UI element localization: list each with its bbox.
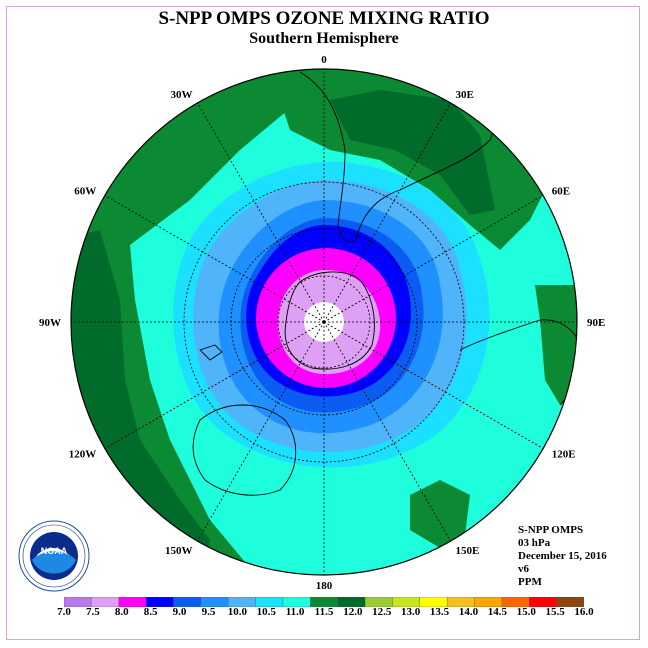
colorbar-tick-label: 11.5: [314, 606, 334, 618]
colorbar-swatch: [556, 597, 584, 607]
longitude-label: 30E: [456, 89, 474, 101]
colorbar-tick-label: 9.0: [172, 606, 187, 618]
info-level: 03 hPa: [518, 537, 551, 549]
ozone-field: [71, 69, 577, 575]
colorbar-tick-label: 15.5: [545, 606, 565, 618]
coastline-antarctica: [284, 271, 375, 370]
longitude-label: 60W: [74, 186, 96, 198]
longitude-label: 90W: [39, 317, 61, 329]
longitude-label: 180: [316, 580, 333, 592]
coastlines: [192, 71, 577, 496]
map-title: S-NPP OMPS OZONE MIXING RATIO: [158, 8, 490, 29]
info-date: December 15, 2016: [518, 550, 607, 562]
noaa-logo: NOAA: [18, 520, 90, 592]
colorbar-tick-label: 7.0: [57, 606, 71, 618]
longitude-label: 120E: [552, 449, 576, 461]
graticule: [71, 69, 577, 575]
longitude-label: 120W: [69, 449, 97, 461]
colorbar-tick-label: 16.0: [574, 606, 594, 618]
info-version: v6: [518, 563, 529, 575]
logo-lettering: NOAA: [41, 546, 68, 556]
colorbar-tick-label: 8.0: [114, 606, 129, 618]
colorbar-tick-label: 15.0: [516, 606, 536, 618]
coastline-new-zealand: [199, 344, 223, 361]
longitude-label: 90E: [587, 317, 605, 329]
longitude-label: 0: [321, 54, 327, 66]
colorbar-tick-label: 10.0: [227, 606, 247, 618]
colorbar-tick-label: 8.5: [143, 606, 158, 618]
colorbar-tick-label: 13.5: [429, 606, 450, 618]
field-11-5-south: [410, 480, 470, 548]
colorbar-tick-label: 7.5: [86, 606, 100, 618]
colorbar-tick-label: 10.5: [256, 606, 276, 618]
colorbar-tick-label: 9.5: [201, 606, 216, 618]
colorbar-tick-label: 12.5: [372, 606, 392, 618]
field-12-0-north: [330, 90, 495, 215]
figure-frame: [6, 6, 640, 640]
colorbar: [64, 597, 584, 607]
longitude-label: 150W: [165, 545, 193, 557]
colorbar-tick-label: 14.0: [458, 606, 479, 618]
colorbar-tick-label: 12.0: [343, 606, 363, 618]
info-instrument: S-NPP OMPS: [518, 524, 584, 536]
colorbar-tick-label: 13.0: [401, 606, 421, 618]
colorbar-tick-label: 11.0: [285, 606, 305, 618]
longitude-labels: 0 30E 60E 90E 120E 150E 180 150W 120W 90W 60W 30W: [39, 54, 605, 592]
map-subtitle: Southern Hemisphere: [249, 30, 399, 47]
colorbar-labels: 7.0 7.5 8.0 8.5 9.0 9.5 10.0 10.5 11.0 11.5 12.0 12…: [0, 606, 648, 622]
coastline-australia: [192, 404, 297, 496]
info-block: S-NPP OMPS 03 hPa December 15, 2016 v6 P…: [518, 524, 607, 589]
longitude-label: 30W: [171, 89, 193, 101]
info-units: PPM: [518, 576, 542, 588]
longitude-label: 60E: [552, 186, 570, 198]
coastline-south-america: [299, 71, 494, 243]
colorbar-tick-label: 14.5: [487, 606, 507, 618]
longitude-label: 150E: [456, 545, 480, 557]
map-boundary: [70, 68, 578, 576]
